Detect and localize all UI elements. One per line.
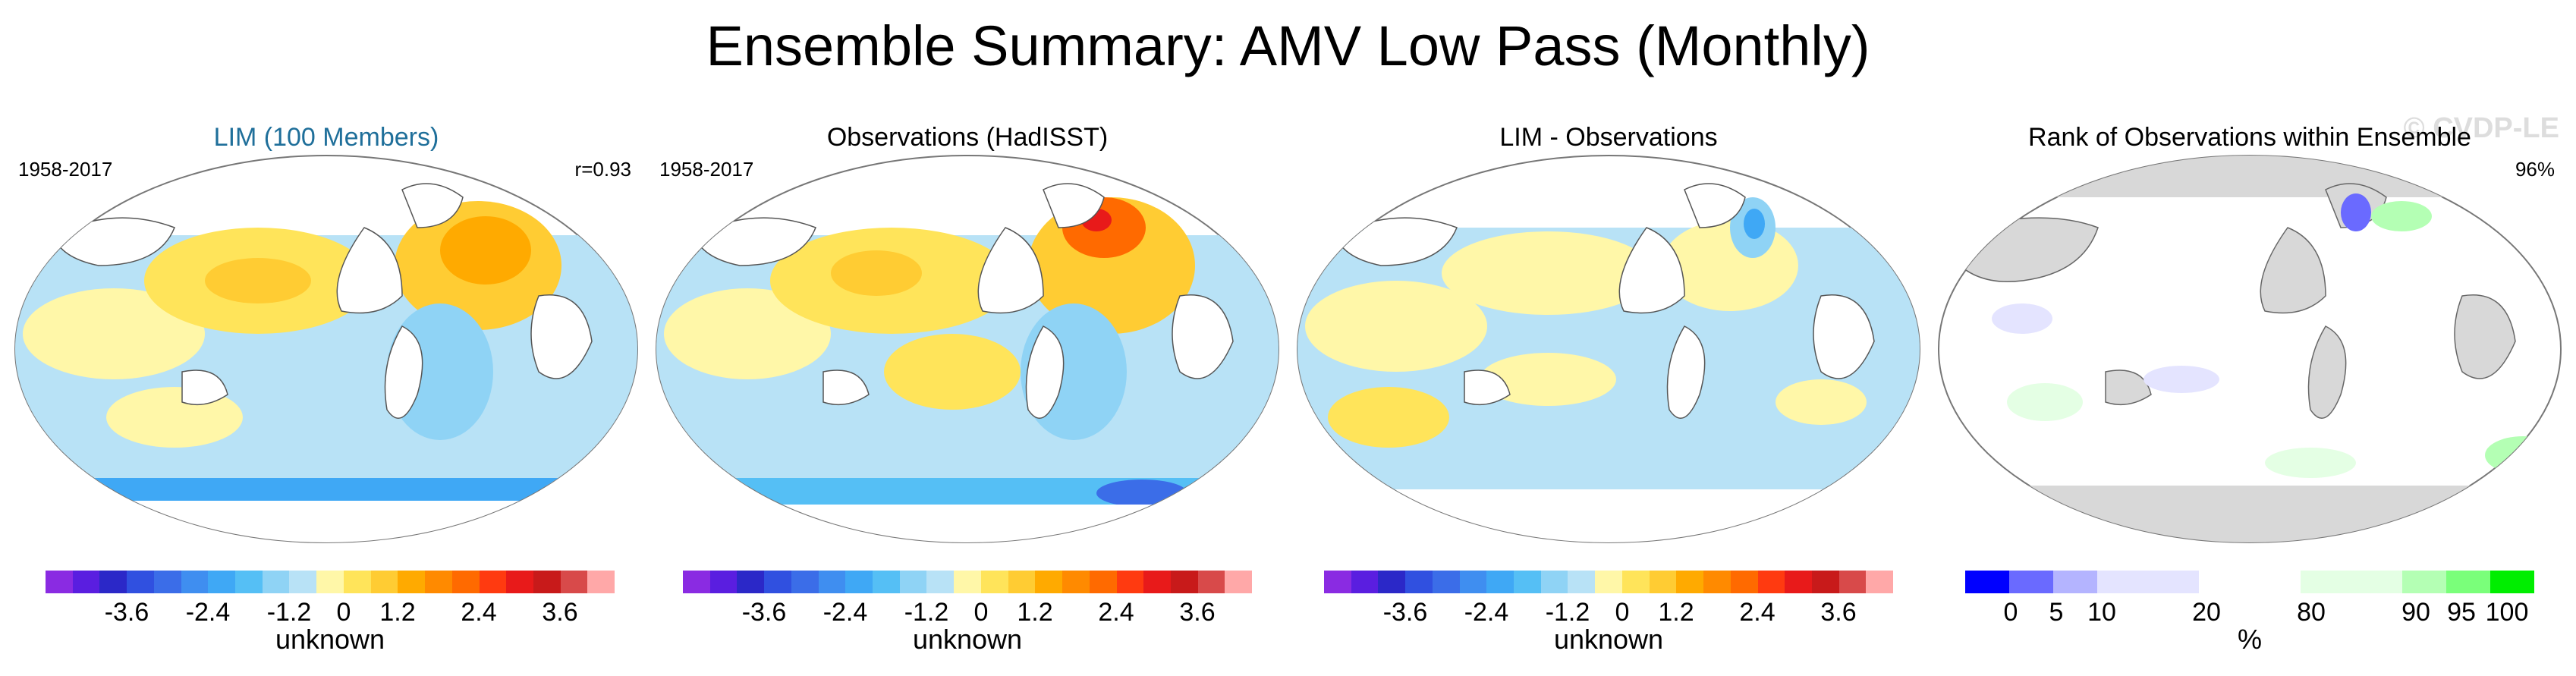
tick-label: 3.6	[1179, 598, 1216, 627]
tick-label: 2.4	[1739, 598, 1776, 627]
panel-difference: LIM - Observations -3.6 -2.4 -1.2	[1290, 114, 1927, 655]
tick-label: 3.6	[1820, 598, 1857, 627]
panel-observations: Observations (HadISST) 1958-2017	[649, 114, 1286, 655]
colorbar	[683, 571, 1253, 593]
period-label: 1958-2017	[18, 158, 113, 181]
tick-label: 5	[2049, 598, 2064, 627]
tick-label: 1.2	[1658, 598, 1694, 627]
colorbar-label: %	[2237, 624, 2262, 655]
tick-label: -1.2	[266, 598, 312, 627]
tick-label: 95	[2447, 598, 2476, 627]
tick-label: 2.4	[461, 598, 497, 627]
tick-label: 3.6	[542, 598, 578, 627]
rank-colorbar	[1965, 571, 2534, 593]
panel-title: Rank of Observations within Ensemble	[2028, 123, 2471, 152]
colorbar-label: unknown	[912, 624, 1023, 655]
rank-colorbar-ticks: 0 5 10 20 80 90 95 100	[1965, 598, 2534, 628]
tick-label: 0	[973, 598, 989, 627]
watermark: © CVDP-LE	[2403, 112, 2559, 144]
colorbar	[46, 571, 615, 593]
figure-title: Ensemble Summary: AMV Low Pass (Monthly)	[706, 14, 1870, 77]
world-map-difference	[1297, 155, 1920, 543]
tick-label: -3.6	[104, 598, 149, 627]
tick-label: 10	[2087, 598, 2116, 627]
world-map-lim	[14, 155, 638, 543]
tick-label: -1.2	[904, 598, 949, 627]
tick-label: -2.4	[185, 598, 231, 627]
panel-title: LIM (100 Members)	[213, 123, 439, 152]
panel-title: Observations (HadISST)	[826, 123, 1109, 152]
tick-label: -2.4	[1464, 598, 1509, 627]
tick-label: 100	[2485, 598, 2529, 627]
tick-label: 20	[2192, 598, 2221, 627]
tick-label: -1.2	[1545, 598, 1590, 627]
colorbar-label: unknown	[275, 624, 385, 655]
tick-label: 0	[336, 598, 351, 627]
tick-label: 80	[2297, 598, 2326, 627]
panel-rank: © CVDP-LE Rank of Observations within En…	[1931, 112, 2568, 655]
tick-label: 0	[1615, 598, 1630, 627]
colorbar-ticks: -3.6 -2.4 -1.2 0 1.2 2.4 3.6	[46, 598, 615, 628]
world-map-rank	[1938, 155, 2562, 543]
tick-label: -2.4	[822, 598, 868, 627]
tick-label: 90	[2401, 598, 2430, 627]
tick-label: 1.2	[1017, 598, 1053, 627]
world-map-observations	[656, 155, 1279, 543]
colorbar-label: unknown	[1553, 624, 1664, 655]
tick-label: -3.6	[1382, 598, 1428, 627]
tick-label: 0	[2003, 598, 2018, 627]
panel-title: LIM - Observations	[1499, 123, 1718, 152]
rank-percent-label: 96%	[2515, 158, 2555, 181]
period-label: 1958-2017	[659, 158, 754, 181]
colorbar	[1324, 571, 1894, 593]
colorbar-ticks: -3.6 -2.4 -1.2 0 1.2 2.4 3.6	[683, 598, 1252, 628]
correlation-label: r=0.93	[574, 158, 631, 181]
colorbar-ticks: -3.6 -2.4 -1.2 0 1.2 2.4 3.6	[1324, 598, 1893, 628]
tick-label: 1.2	[379, 598, 416, 627]
panel-lim: LIM (100 Members) 1958-2017 r=0.93 -3.6	[8, 114, 645, 655]
tick-label: -3.6	[741, 598, 787, 627]
tick-label: 2.4	[1098, 598, 1134, 627]
